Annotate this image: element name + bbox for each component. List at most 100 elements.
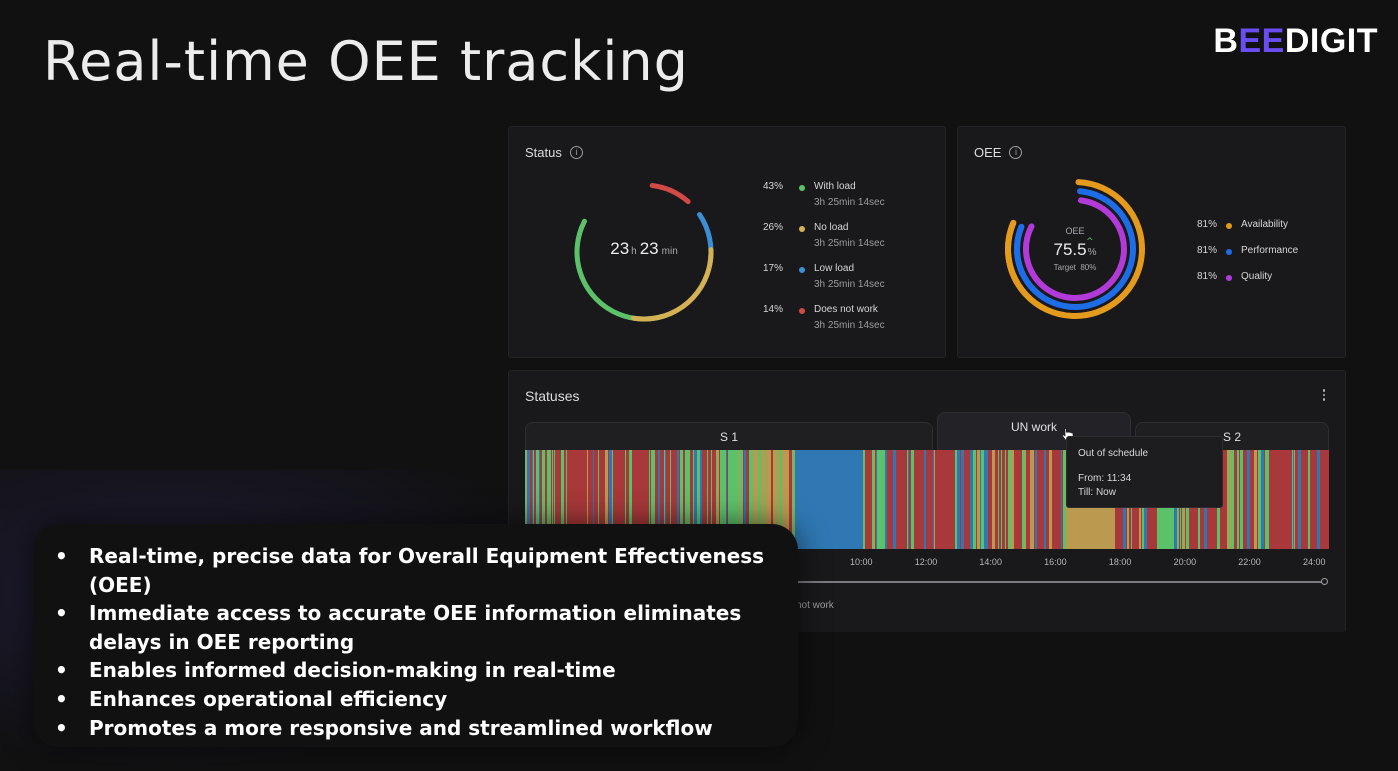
status-stripe xyxy=(685,450,687,549)
bullet-box: • Real-time, precise data for Overall Equ… xyxy=(33,524,798,747)
status-donut xyxy=(574,182,714,322)
status-stripe xyxy=(1247,450,1250,549)
center-minutes: 23 xyxy=(639,239,659,258)
status-stripe xyxy=(664,450,665,549)
status-stripe xyxy=(870,450,871,549)
status-stripe xyxy=(957,450,960,549)
legend-pct: 81% xyxy=(1197,271,1218,282)
status-stripe xyxy=(908,450,909,549)
status-block xyxy=(879,450,885,549)
info-icon[interactable]: i xyxy=(569,146,583,159)
legend-pct: 14% xyxy=(763,304,784,315)
status-stripe xyxy=(600,450,602,549)
oee-target: Target 80% xyxy=(1053,263,1097,272)
status-stripe xyxy=(691,450,693,549)
legend-low-load: 17% Low load 3h 25min 14sec xyxy=(763,263,923,293)
status-stripe xyxy=(629,450,632,549)
status-stripe xyxy=(1298,450,1301,549)
status-stripe xyxy=(532,450,533,549)
legend-availability: 81% Availability xyxy=(1197,219,1327,233)
status-stripe xyxy=(551,450,552,549)
status-stripe xyxy=(989,450,992,549)
bullet-list: • Real-time, precise data for Overall Equ… xyxy=(55,542,785,742)
status-stripe xyxy=(771,450,773,549)
status-stripe xyxy=(960,450,961,549)
status-stripe xyxy=(878,450,879,549)
status-stripe xyxy=(1059,450,1061,549)
status-stripe xyxy=(717,450,719,549)
status-stripe xyxy=(1042,450,1044,549)
legend-pct: 81% xyxy=(1197,245,1218,256)
legend-label: Does not work xyxy=(814,304,878,315)
status-stripe xyxy=(720,450,722,549)
status-stripe xyxy=(1258,450,1261,549)
more-vertical-icon[interactable] xyxy=(1321,389,1327,403)
status-stripe xyxy=(1243,450,1244,549)
timeline-slider-handle[interactable] xyxy=(1321,578,1328,585)
tooltip-out-of-schedule: Out of schedule From: 11:34 Till: Now xyxy=(1066,436,1223,508)
status-stripe xyxy=(566,450,567,549)
bullet-item: • Promotes a more responsive and streamli… xyxy=(55,714,785,743)
status-stripe xyxy=(937,450,940,549)
status-stripe xyxy=(793,450,795,549)
status-stripe xyxy=(735,450,738,549)
status-stripe xyxy=(955,450,957,549)
status-stripe xyxy=(1030,450,1031,549)
status-stripe xyxy=(1278,450,1280,549)
legend-label: Quality xyxy=(1241,271,1273,282)
status-stripe xyxy=(536,450,539,549)
legend-fragment: not work xyxy=(796,600,834,611)
legend-label: Low load xyxy=(814,263,855,274)
legend-quality: 81% Quality xyxy=(1197,271,1327,285)
tab-s1[interactable]: S 1 xyxy=(525,422,933,450)
tooltip-from: From: 11:34 xyxy=(1078,473,1132,484)
legend-label: With load xyxy=(814,181,856,192)
legend-duration: 3h 25min 14sec xyxy=(814,320,885,331)
status-stripe xyxy=(1236,450,1239,549)
bullet-text: Immediate access to accurate OEE informa… xyxy=(89,601,742,654)
status-stripe xyxy=(981,450,984,549)
status-stripe xyxy=(1308,450,1310,549)
status-stripe xyxy=(1057,450,1059,549)
status-stripe xyxy=(607,450,608,549)
bullet-item: • Real-time, precise data for Overall Equ… xyxy=(55,542,785,599)
status-stripe xyxy=(1018,450,1021,549)
status-stripe xyxy=(1005,450,1006,549)
time-tick: 10:00 xyxy=(850,557,873,567)
legend-duration: 3h 25min 14sec xyxy=(814,197,885,208)
status-stripe xyxy=(876,450,877,549)
bullet-symbol: • xyxy=(55,601,68,626)
status-stripe xyxy=(525,450,526,549)
status-stripe xyxy=(694,450,697,549)
oee-title-text: OEE xyxy=(974,145,1002,160)
status-stripe xyxy=(1234,450,1237,549)
status-stripe xyxy=(1009,450,1010,549)
status-stripe xyxy=(1022,450,1025,549)
status-stripe xyxy=(765,450,766,549)
status-stripe xyxy=(651,450,654,549)
statuses-title: Statuses xyxy=(525,388,580,404)
status-stripe xyxy=(1280,450,1282,549)
legend-dot xyxy=(799,226,805,232)
status-stripe xyxy=(1031,450,1034,549)
status-stripe xyxy=(658,450,660,549)
legend-pct: 81% xyxy=(1197,219,1218,230)
tooltip-till: Till: Now xyxy=(1078,487,1116,498)
status-stripe xyxy=(934,450,935,549)
status-stripe xyxy=(768,450,769,549)
status-stripe xyxy=(1230,450,1231,549)
status-stripe xyxy=(1284,450,1286,549)
status-stripe xyxy=(1049,450,1052,549)
timeline-slider-track[interactable] xyxy=(790,581,1324,583)
center-hours: 23 xyxy=(610,239,630,258)
info-icon[interactable]: i xyxy=(1009,146,1023,159)
status-stripe xyxy=(1226,450,1229,549)
time-tick: 14:00 xyxy=(979,557,1002,567)
status-stripe xyxy=(1295,450,1296,549)
status-stripe xyxy=(998,450,999,549)
status-stripe xyxy=(1253,450,1254,549)
time-tick: 20:00 xyxy=(1173,557,1197,567)
oee-center-value: 75.5% xyxy=(1035,240,1115,260)
status-card-title: Status i xyxy=(525,145,583,160)
status-stripe xyxy=(986,450,988,549)
